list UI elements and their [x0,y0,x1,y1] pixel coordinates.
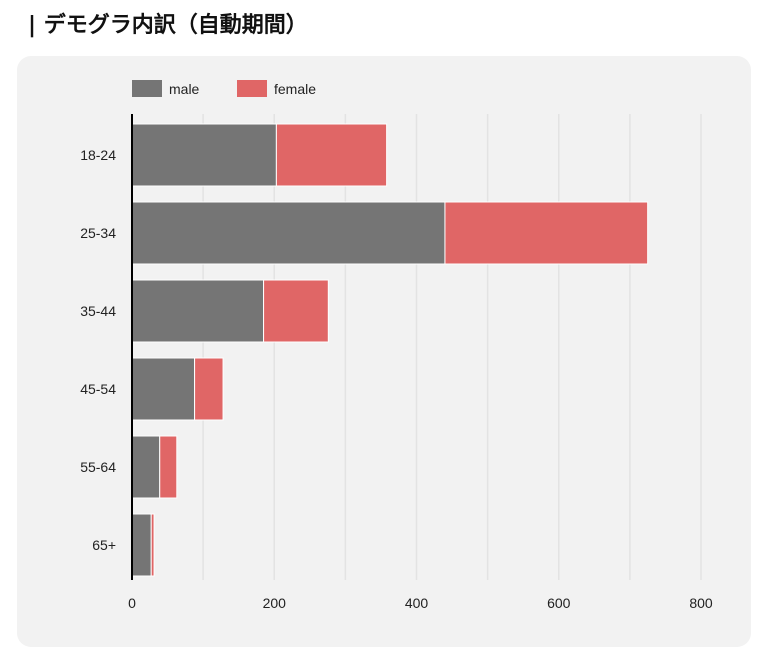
x-tick-label: 0 [128,595,136,611]
x-tick-label: 800 [689,595,713,611]
bar-female-55-64 [159,435,178,499]
x-tick-label: 600 [547,595,571,611]
category-label: 25-34 [80,225,116,241]
legend-label-female: female [274,81,316,97]
axis-layer: 18-24 25-34 35-44 45-54 55-64 65+ 0 200 400 600 80… [80,114,713,611]
bar-male-65+ [131,513,152,577]
bar-male-45-54 [131,357,196,421]
bar-male-25-34 [131,201,446,265]
section-title: | デモグラ内訳（自動期間） [28,13,308,38]
bar-female-65+ [150,513,155,577]
bar-male-18-24 [131,123,277,187]
x-tick-label: 400 [405,595,429,611]
grid-layer [202,114,702,580]
bar-female-25-34 [444,201,649,265]
bar-female-35-44 [263,279,329,343]
bar-male-35-44 [131,279,265,343]
bar-female-18-24 [275,123,388,187]
legend: male female [132,80,316,97]
category-label: 18-24 [80,147,116,163]
category-label: 55-64 [80,459,116,475]
bar-layer [131,123,649,577]
category-label: 65+ [92,537,116,553]
legend-swatch-male [132,80,162,97]
category-label: 35-44 [80,303,116,319]
legend-swatch-female [237,80,267,97]
bar-male-55-64 [131,435,161,499]
bar-female-45-54 [194,357,224,421]
x-tick-label: 200 [263,595,287,611]
legend-label-male: male [169,81,200,97]
category-label: 45-54 [80,381,116,397]
